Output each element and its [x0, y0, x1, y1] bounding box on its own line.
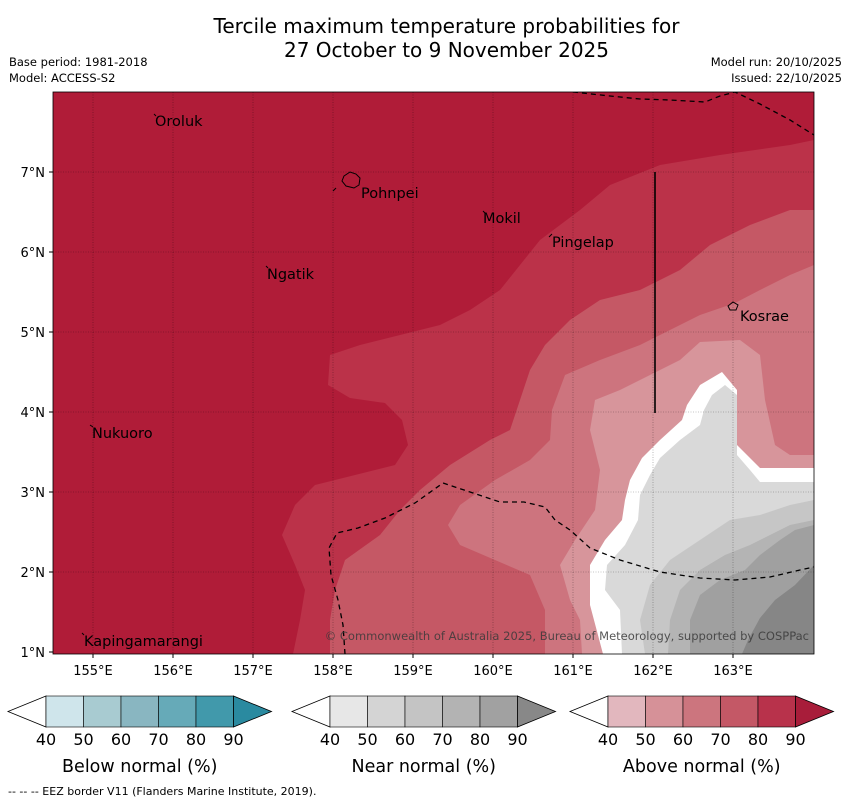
colorbar-tick-label: 70 — [710, 730, 730, 749]
place-label-oroluk: Oroluk — [155, 114, 203, 130]
lat-label: 3°N — [21, 486, 46, 501]
colorbar-max-triangle — [795, 695, 835, 728]
place-label-kosrae: Kosrae — [740, 309, 789, 325]
model-name: Model: ACCESS-S2 — [9, 71, 116, 85]
colorbar-tick-label: 60 — [111, 730, 131, 749]
colorbar-segment — [45, 695, 84, 728]
colorbar-min-triangle — [290, 695, 331, 728]
lon-label: 155°E — [73, 664, 113, 679]
lat-labels: 7°N 6°N 5°N 4°N 3°N 2°N 1°N — [21, 166, 46, 661]
grid-lines — [53, 92, 814, 654]
colorbar-tick-label: 50 — [73, 730, 93, 749]
eez-border — [328, 92, 814, 654]
colorbar-min-triangle — [568, 695, 609, 728]
map-frame — [52, 91, 815, 655]
place-label-ngatik: Ngatik — [267, 267, 315, 283]
place-label-pohnpei: Pohnpei — [361, 186, 419, 202]
colorbar-tick-label: 90 — [785, 730, 805, 749]
lat-label: 6°N — [21, 246, 46, 261]
place-labels: Oroluk Pohnpei Mokil Pingelap Ngatik Kos… — [84, 114, 789, 650]
eez-footnote: -- -- -- EEZ border V11 (Flanders Marine… — [8, 785, 317, 798]
colorbar-segment — [682, 695, 721, 728]
colorbar-title: Above normal (%) — [623, 757, 781, 777]
lon-label: 156°E — [153, 664, 193, 679]
lat-label: 7°N — [21, 166, 46, 181]
colorbar-near: 40 50 60 70 80 90 Near normal (%) — [290, 695, 557, 777]
pohnpei-island-icon — [341, 171, 361, 189]
meta-left: Base period: 1981-2018 Model: ACCESS-S2 — [9, 54, 148, 86]
colorbar-tick-label: 90 — [223, 730, 243, 749]
model-run: Model run: 20/10/2025 — [710, 55, 842, 69]
colorbar-tick-label: 80 — [748, 730, 768, 749]
colorbar-segment — [479, 695, 518, 728]
colorbar-min-triangle — [6, 695, 47, 728]
colorbar-tick-label: 80 — [186, 730, 206, 749]
colorbar-tick-label: 40 — [598, 730, 618, 749]
colorbar-tick-label: 50 — [357, 730, 377, 749]
colorbar-segment — [645, 695, 684, 728]
lat-label: 4°N — [21, 406, 46, 421]
colorbar-tick-label: 60 — [395, 730, 415, 749]
colorbar-tick-label: 60 — [673, 730, 693, 749]
lat-label: 2°N — [21, 566, 46, 581]
lat-label: 5°N — [21, 326, 46, 341]
colorbar-segment — [195, 695, 234, 728]
colorbars: 40 50 60 70 80 90 Below normal (%) 40 50 60 70 80 90… — [6, 695, 835, 777]
near-80-region — [742, 565, 814, 654]
colorbar-segment — [329, 695, 368, 728]
colorbar-segment — [442, 695, 481, 728]
copyright-notice: © Commonwealth of Australia 2025, Bureau… — [325, 629, 809, 643]
colorbar-tick-label: 50 — [635, 730, 655, 749]
colorbar-tick-label: 80 — [470, 730, 490, 749]
colorbar-max-triangle — [517, 695, 557, 728]
lon-label: 162°E — [633, 664, 673, 679]
colorbar-segment — [367, 695, 406, 728]
colorbar-tick-label: 40 — [320, 730, 340, 749]
colorbar-tick-label: 70 — [432, 730, 452, 749]
island-shapes — [81, 113, 739, 636]
colorbar-title: Below normal (%) — [62, 757, 217, 777]
colorbar-segment — [158, 695, 197, 728]
meta-right: Model run: 20/10/2025 Issued: 22/10/2025 — [711, 54, 842, 86]
probability-field: Oroluk Pohnpei Mokil Pingelap Ngatik Kos… — [53, 92, 814, 654]
colorbar-segment — [120, 695, 159, 728]
lon-label: 157°E — [233, 664, 273, 679]
colorbar-tick-label: 70 — [148, 730, 168, 749]
lon-labels: 155°E 156°E 157°E 158°E 159°E 160°E 161°… — [73, 664, 753, 679]
colorbar-tick-label: 40 — [36, 730, 56, 749]
colorbar-below: 40 50 60 70 80 90 Below normal (%) — [6, 695, 273, 777]
colorbar-segment — [720, 695, 759, 728]
lon-label: 160°E — [473, 664, 513, 679]
lon-label: 163°E — [713, 664, 753, 679]
colorbar-segment — [757, 695, 796, 728]
place-label-nukuoro: Nukuoro — [92, 426, 153, 442]
map-title: Tercile maximum temperature probabilitie… — [0, 14, 850, 62]
lon-label: 161°E — [553, 664, 593, 679]
colorbar-segment — [607, 695, 646, 728]
base-period: Base period: 1981-2018 — [9, 55, 148, 69]
kosrae-island-icon — [727, 301, 739, 311]
issued-date: Issued: 22/10/2025 — [731, 71, 842, 85]
axis-ticks — [49, 171, 734, 658]
lon-label: 159°E — [393, 664, 433, 679]
colorbar-segment — [83, 695, 122, 728]
place-label-mokil: Mokil — [483, 211, 521, 227]
map-title-line2: 27 October to 9 November 2025 — [283, 38, 610, 62]
lon-label: 158°E — [313, 664, 353, 679]
lat-label: 1°N — [21, 646, 46, 661]
colorbar-max-triangle — [233, 695, 273, 728]
map-title-line1: Tercile maximum temperature probabilitie… — [213, 14, 680, 38]
colorbar-title: Near normal (%) — [351, 757, 496, 777]
place-label-kapingamarangi: Kapingamarangi — [84, 634, 203, 650]
colorbar-segment — [404, 695, 443, 728]
colorbar-tick-label: 90 — [507, 730, 527, 749]
place-label-pingelap: Pingelap — [552, 235, 614, 251]
